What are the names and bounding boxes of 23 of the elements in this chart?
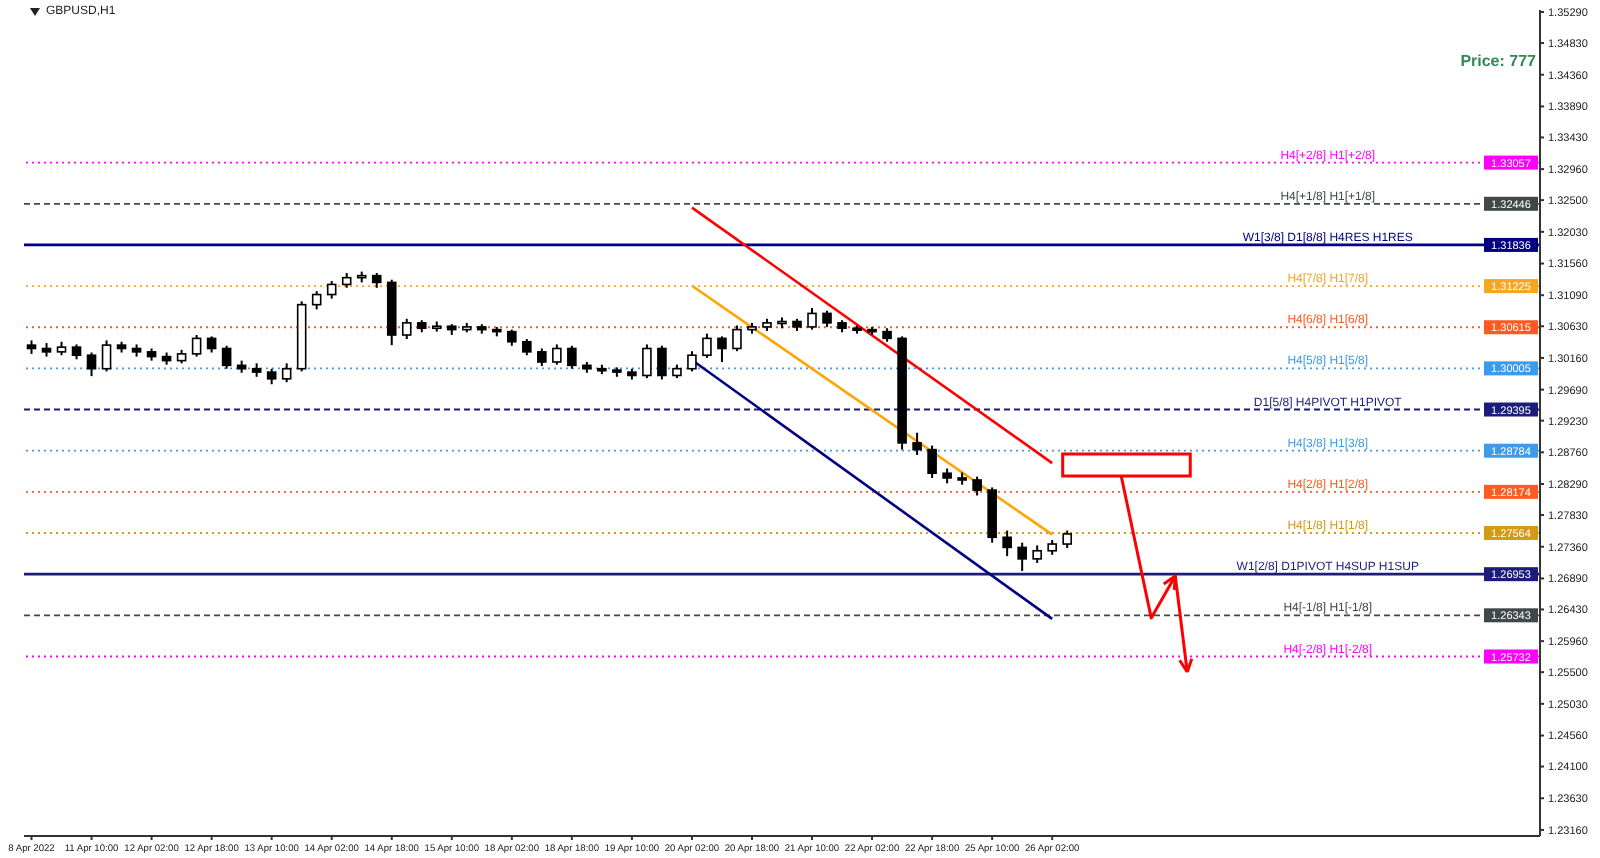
candlestick	[657, 344, 667, 381]
candlestick	[101, 339, 112, 373]
candlestick	[567, 344, 577, 370]
candlestick	[86, 351, 97, 378]
candlestick	[221, 344, 232, 370]
candlestick	[807, 307, 817, 331]
candlestick	[191, 334, 202, 358]
candlestick	[927, 444, 937, 479]
candlestick	[401, 317, 412, 341]
candlestick	[642, 343, 652, 380]
candlestick	[702, 332, 712, 359]
candlestick	[912, 431, 922, 457]
candlestick	[1002, 529, 1012, 558]
candlestick	[717, 335, 727, 363]
candlestick	[687, 350, 697, 373]
candlestick	[972, 475, 982, 497]
candlestick	[732, 324, 742, 353]
candlestick	[987, 486, 997, 544]
candlestick	[552, 343, 562, 366]
annotation: Price: 777	[1460, 52, 1536, 70]
candlestick	[1017, 541, 1027, 573]
candlestick	[311, 290, 322, 311]
candlestick	[281, 362, 292, 384]
